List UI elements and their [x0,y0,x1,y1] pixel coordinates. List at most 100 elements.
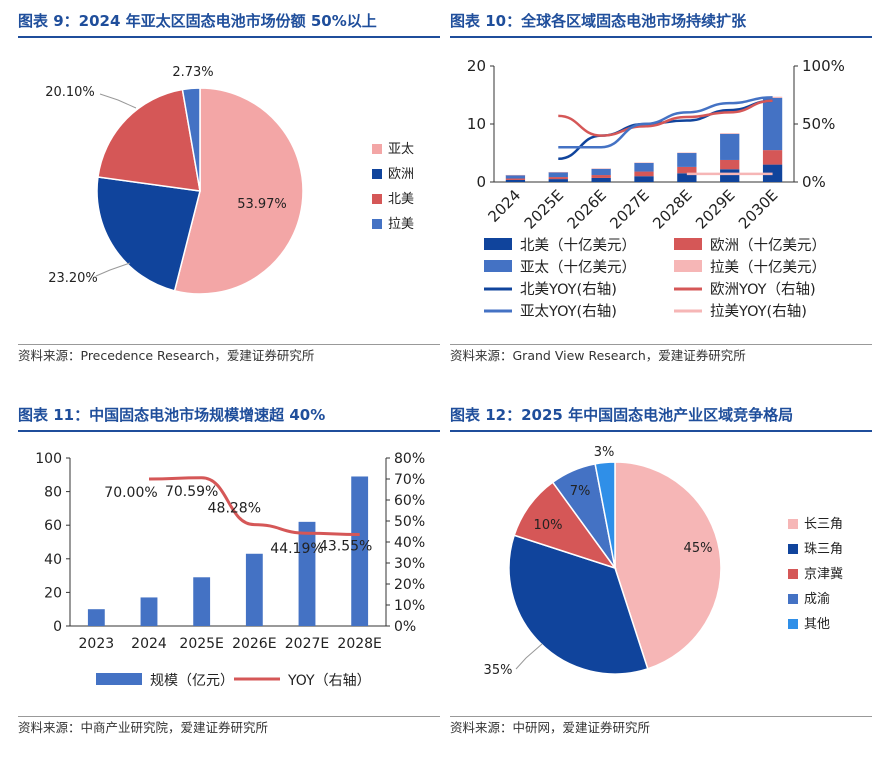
fig10-bar-2026E-s2 [591,175,611,178]
fig10-bar-2024-s3 [505,175,526,179]
figure-10-title: 图表 10：全球各区域固态电池市场持续扩张 [450,8,872,38]
fig10-bar-2024-s4 [505,174,526,176]
fig11-legend-label-line: YOY（右轴） [287,673,371,689]
fig10-x-tick: 2026E [564,186,610,232]
figure-9-title: 图表 9：2024 年亚太区固态电池市场份额 50%以上 [18,8,440,38]
figure-12-title: 图表 12：2025 年中国固态电池产业区域竞争格局 [450,402,872,432]
fig11-x-tick: 2026E [232,636,276,652]
fig11-y2-tick: 70% [394,472,425,488]
fig11-y2-tick: 50% [394,514,425,530]
fig9-data-label-1: 53.97% [237,197,287,212]
fig11-y2-tick: 80% [394,451,425,467]
fig11-y2-tick: 10% [394,598,425,614]
figure-11-source: 资料来源：中商产业研究院，爱建证券研究所 [18,716,440,739]
figure-12-source: 资料来源：中研网，爱建证券研究所 [450,716,872,739]
fig10-bar-2029E-s4 [720,133,740,134]
fig11-bar-2023 [87,609,105,626]
fig12-data-label-1: 45% [684,541,713,556]
fig10-legend-swatch-3 [484,260,512,272]
fig9-leader-line-2 [95,262,131,277]
fig10-bar-2029E-s3 [720,133,740,160]
fig9-data-label-4: 2.73% [172,65,213,80]
figure-11-title: 图表 11：中国固态电池市场规模增速超 40% [18,402,440,432]
fig10-x-tick: 2025E [521,186,567,232]
fig10-line-1 [558,99,773,161]
fig12-data-label-5: 3% [594,445,615,460]
fig12-legend-swatch-5 [788,619,798,629]
fig12-legend-label-2: 珠三角 [804,542,843,557]
fig11-bar-2024 [140,597,158,626]
fig10-y2-tick: 0% [802,173,826,191]
fig11-y2-tick: 30% [394,556,425,572]
fig10-bar-2025E-s3 [548,172,568,178]
fig10-x-tick: 2028E [649,186,695,232]
fig11-x-tick: 2025E [179,636,223,652]
fig11-x-tick: 2023 [79,636,115,652]
fig11-yoy-line [148,476,360,537]
fig12-legend-label-3: 京津冀 [804,566,843,582]
fig10-bar-2025E-s4 [548,171,568,173]
fig10-x-tick: 2030E [735,186,781,232]
fig10-bar-2027E-s2 [634,171,654,177]
fig10-bar-2028E-s4 [677,152,697,154]
fig10-legend-label-6: 欧洲YOY（右轴) [710,281,816,298]
figure-10-panel: 图表 10：全球各区域固态电池市场持续扩张 0 10 20 0% 50% 100% 2024… [450,8,872,376]
fig10-legend-label-2: 欧洲（十亿美元） [710,237,826,254]
figure-9-source: 资料来源：Precedence Research，爱建证券研究所 [18,344,440,367]
fig10-line-2 [558,99,773,137]
figure-10-source: 资料来源：Grand View Research，爱建证券研究所 [450,344,872,367]
fig11-y2-tick: 60% [394,493,425,509]
fig9-data-label-2: 23.20% [48,271,98,286]
fig10-y-tick: 0 [476,173,486,191]
fig10-x-tick: 2027E [606,186,652,232]
figure-12-panel: 图表 12：2025 年中国固态电池产业区域竞争格局 45% 35% 10% 7% 3%… [450,402,872,747]
fig9-slice-4 [181,87,201,192]
figure-11-panel: 图表 11：中国固态电池市场规模增速超 40% 0 20 40 60 80 100 0% 10… [18,402,440,747]
fig10-bar-2027E-s1 [634,176,654,182]
fig9-data-label-3: 20.10% [45,85,95,100]
fig10-bar-2024-s1 [505,179,526,182]
fig11-yoy-label-1: 70.00% [104,485,157,501]
fig12-data-label-4: 7% [570,484,591,499]
fig10-bar-2027E-s4 [634,162,654,164]
figure-10-bar-line-chart: 010200%50%100%20242025E2026E2027E2028E20… [467,57,845,320]
fig12-legend-swatch-2 [788,544,798,554]
fig12-legend-label-5: 其他 [804,617,830,632]
fig12-legend-swatch-1 [788,519,798,529]
fig11-y2-tick: 40% [394,535,425,551]
fig11-y-tick: 80 [44,485,62,501]
fig11-y-tick: 40 [44,552,62,568]
fig11-bar-2025E [193,577,211,626]
fig9-slice-3 [97,88,201,192]
fig11-y-tick: 100 [35,451,62,467]
fig10-x-tick: 2024 [485,186,525,226]
fig11-bar-2027E [298,521,316,626]
fig10-line-3 [558,96,773,149]
fig11-x-tick: 2028E [337,636,381,652]
fig10-bar-2029E-s1 [720,169,740,182]
fig9-legend-label-3: 北美 [388,192,414,207]
figure-11-bar-line-chart: 0 20 40 60 80 100 0% 10% 20% 30% 40% 50% 60% 70% 80% 20… [35,451,425,689]
fig9-leader-line-3 [99,93,137,109]
fig12-legend-swatch-4 [788,594,798,604]
fig10-legend-label-7: 亚太YOY(右轴) [520,303,617,320]
fig9-legend-label-1: 亚太 [388,142,414,157]
fig10-bar-2026E-s4 [591,168,611,169]
fig10-bar-2026E-s1 [591,177,611,182]
fig12-leader-line-2 [515,643,543,670]
fig11-x-tick: 2027E [285,636,329,652]
fig9-legend-swatch-3 [372,194,382,204]
fig10-y2-tick: 100% [802,57,845,75]
fig10-bar-2025E-s1 [548,179,568,182]
fig11-bar-2028E [351,476,369,626]
fig10-bar-2030E-s2 [762,150,783,165]
fig12-data-label-2: 35% [484,663,513,678]
fig11-yoy-label-4: 44.19% [270,541,323,557]
fig9-legend-swatch-1 [372,144,382,154]
fig11-yoy-label-3: 48.28% [208,501,261,517]
fig10-bar-2030E-s3 [762,97,783,151]
fig10-bar-2028E-s2 [677,166,697,174]
fig11-y2-tick: 20% [394,577,425,593]
